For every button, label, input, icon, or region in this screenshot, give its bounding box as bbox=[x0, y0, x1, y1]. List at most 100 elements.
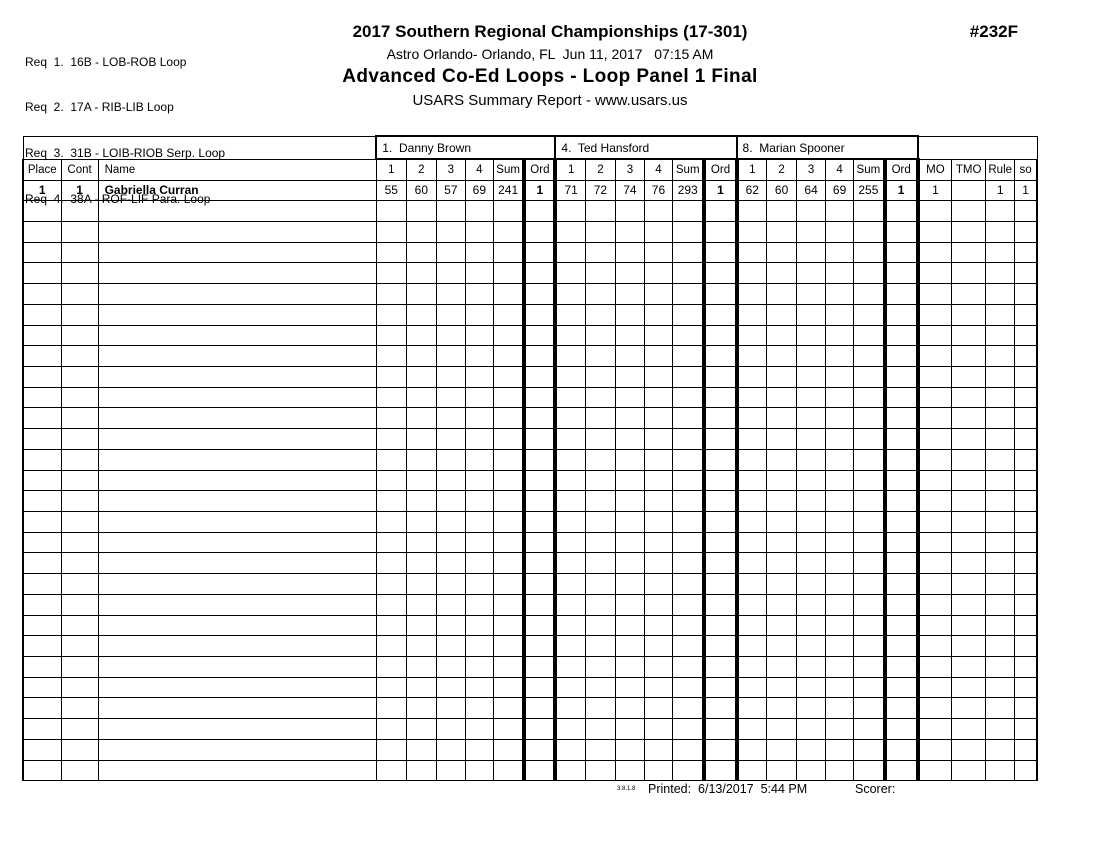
empty-cell bbox=[951, 511, 987, 533]
empty-cell bbox=[766, 635, 798, 658]
empty-cell bbox=[492, 593, 525, 616]
cell-name: Gabriella Curran bbox=[97, 179, 377, 202]
empty-cell bbox=[21, 614, 62, 637]
cell-j2-ord: 1 bbox=[702, 179, 739, 202]
empty-cell bbox=[702, 718, 739, 740]
empty-cell bbox=[702, 656, 739, 678]
empty-cell bbox=[643, 283, 673, 305]
empty-cell bbox=[951, 241, 987, 264]
empty-cell bbox=[825, 262, 855, 285]
empty-cell bbox=[882, 220, 920, 243]
empty-cell bbox=[60, 759, 99, 782]
empty-cell bbox=[492, 676, 525, 699]
empty-cell bbox=[522, 490, 558, 512]
empty-cell bbox=[584, 573, 616, 595]
empty-cell bbox=[671, 345, 705, 367]
empty-cell bbox=[882, 593, 920, 616]
empty-row bbox=[21, 697, 1039, 720]
empty-cell bbox=[985, 759, 1016, 782]
empty-cell bbox=[796, 365, 827, 388]
empty-cell bbox=[671, 469, 705, 492]
empty-cell bbox=[825, 365, 855, 388]
empty-cell bbox=[671, 593, 705, 616]
empty-row bbox=[21, 614, 1039, 637]
empty-cell bbox=[985, 531, 1016, 554]
empty-cell bbox=[951, 262, 987, 285]
empty-cell bbox=[671, 324, 705, 347]
empty-cell bbox=[375, 635, 407, 658]
empty-cell bbox=[917, 573, 953, 595]
empty-cell bbox=[643, 531, 673, 554]
empty-cell bbox=[522, 718, 558, 740]
empty-cell bbox=[766, 386, 798, 409]
empty-cell bbox=[1014, 552, 1039, 575]
empty-cell bbox=[1014, 200, 1039, 222]
empty-cell bbox=[796, 200, 827, 222]
empty-cell bbox=[671, 738, 705, 761]
empty-cell bbox=[671, 656, 705, 678]
empty-cell bbox=[766, 324, 798, 347]
empty-cell bbox=[464, 241, 494, 264]
empty-cell bbox=[985, 386, 1016, 409]
empty-cell bbox=[671, 428, 705, 450]
empty-cell bbox=[584, 593, 616, 616]
empty-cell bbox=[882, 490, 920, 512]
empty-cell bbox=[614, 241, 645, 264]
empty-cell bbox=[882, 428, 920, 450]
empty-cell bbox=[522, 738, 558, 761]
empty-cell bbox=[522, 759, 558, 782]
empty-cell bbox=[917, 469, 953, 492]
empty-cell bbox=[671, 635, 705, 658]
empty-cell bbox=[584, 531, 616, 554]
empty-cell bbox=[671, 552, 705, 575]
empty-cell bbox=[584, 283, 616, 305]
empty-cell bbox=[985, 697, 1016, 720]
empty-cell bbox=[1014, 407, 1039, 430]
empty-cell bbox=[702, 573, 739, 595]
empty-cell bbox=[60, 511, 99, 533]
empty-cell bbox=[584, 552, 616, 575]
empty-cell bbox=[464, 759, 494, 782]
empty-cell bbox=[21, 573, 62, 595]
empty-cell bbox=[853, 469, 886, 492]
empty-cell bbox=[643, 428, 673, 450]
empty-cell bbox=[736, 614, 768, 637]
empty-cell bbox=[917, 531, 953, 554]
empty-cell bbox=[522, 283, 558, 305]
empty-cell bbox=[97, 552, 377, 575]
empty-cell bbox=[554, 469, 586, 492]
empty-cell bbox=[736, 448, 768, 471]
empty-cell bbox=[1014, 593, 1039, 616]
empty-cell bbox=[554, 386, 586, 409]
col-header-name: Name bbox=[97, 158, 377, 181]
cell-place: 1 bbox=[21, 179, 62, 202]
col-header-j3-sum: Sum bbox=[853, 158, 886, 181]
empty-cell bbox=[375, 614, 407, 637]
empty-cell bbox=[60, 324, 99, 347]
empty-cell bbox=[796, 697, 827, 720]
empty-cell bbox=[702, 200, 739, 222]
empty-cell bbox=[853, 759, 886, 782]
empty-cell bbox=[882, 697, 920, 720]
empty-row bbox=[21, 283, 1039, 305]
empty-cell bbox=[614, 490, 645, 512]
empty-cell bbox=[60, 738, 99, 761]
empty-cell bbox=[825, 324, 855, 347]
empty-cell bbox=[554, 200, 586, 222]
empty-cell bbox=[464, 656, 494, 678]
empty-cell bbox=[951, 718, 987, 740]
empty-cell bbox=[766, 759, 798, 782]
empty-cell bbox=[21, 428, 62, 450]
empty-cell bbox=[825, 676, 855, 699]
empty-cell bbox=[554, 345, 586, 367]
judge-name-1: 1. Danny Brown bbox=[375, 135, 557, 160]
empty-cell bbox=[853, 324, 886, 347]
empty-cell bbox=[702, 490, 739, 512]
empty-cell bbox=[736, 283, 768, 305]
empty-cell bbox=[643, 759, 673, 782]
empty-cell bbox=[522, 345, 558, 367]
empty-cell bbox=[917, 635, 953, 658]
empty-cell bbox=[375, 593, 407, 616]
empty-cell bbox=[985, 738, 1016, 761]
empty-cell bbox=[917, 593, 953, 616]
